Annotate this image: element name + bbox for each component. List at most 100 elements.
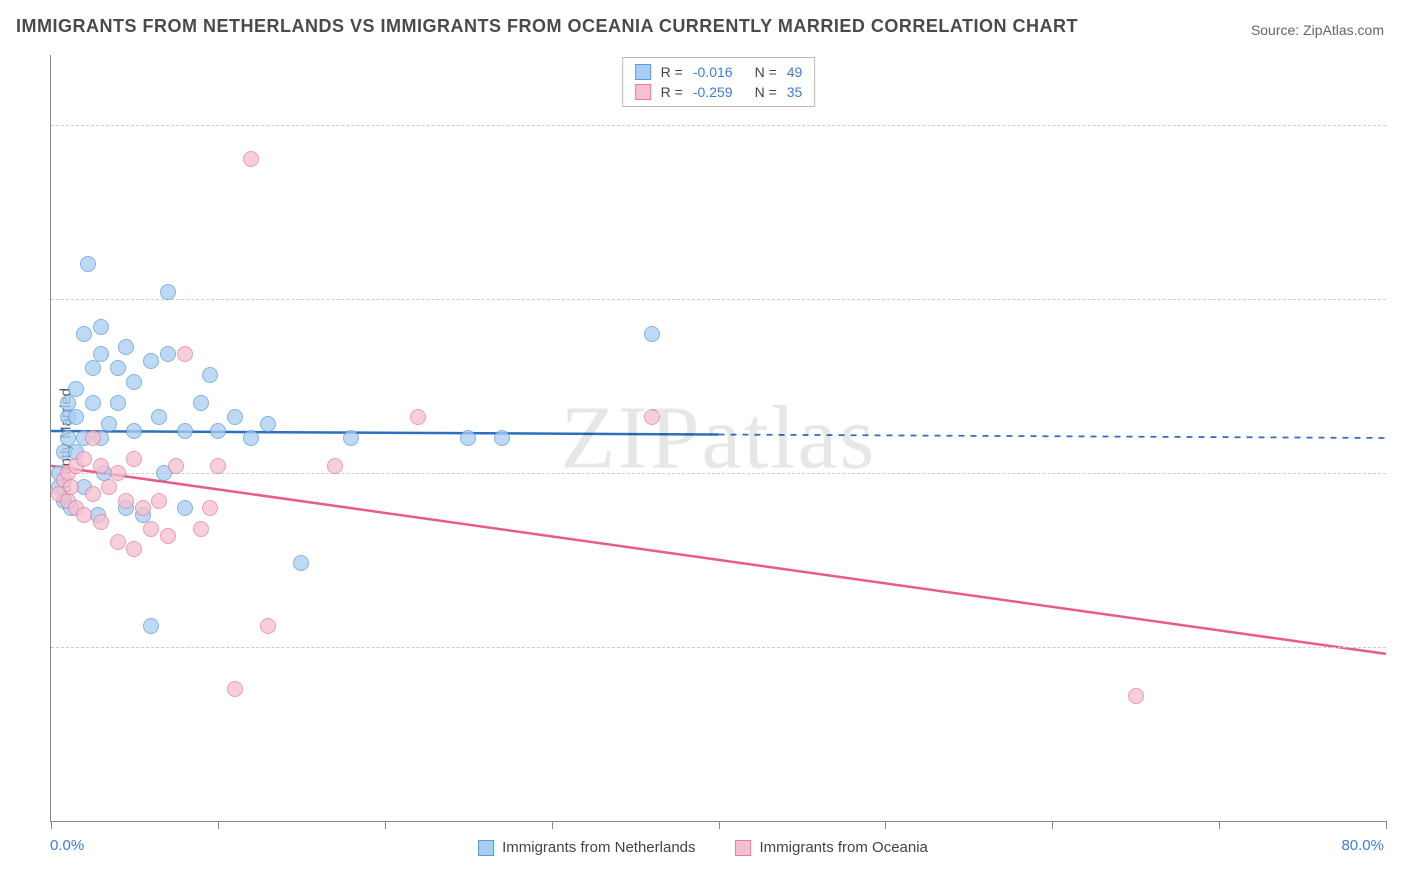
data-point (110, 395, 126, 411)
data-point (85, 395, 101, 411)
data-point (210, 458, 226, 474)
legend-swatch (635, 64, 651, 80)
legend-r-value: -0.259 (693, 84, 733, 100)
data-point (93, 346, 109, 362)
data-point (243, 430, 259, 446)
chart-plot-area: ZIPatlas R = -0.016N = 49R = -0.259N = 3… (50, 55, 1386, 822)
data-point (151, 409, 167, 425)
data-point (293, 555, 309, 571)
grid-line (51, 473, 1386, 474)
data-point (135, 500, 151, 516)
grid-line (51, 647, 1386, 648)
data-point (63, 479, 79, 495)
data-point (101, 416, 117, 432)
trend-line (51, 431, 719, 434)
data-point (76, 451, 92, 467)
series-legend-item: Immigrants from Netherlands (478, 839, 695, 856)
data-point (644, 326, 660, 342)
data-point (1128, 688, 1144, 704)
grid-line (51, 299, 1386, 300)
data-point (494, 430, 510, 446)
data-point (327, 458, 343, 474)
data-point (85, 360, 101, 376)
legend-r-label: R = (661, 84, 683, 100)
data-point (202, 367, 218, 383)
series-legend-item: Immigrants from Oceania (736, 839, 928, 856)
y-tick-label: 25.0% (1396, 638, 1406, 655)
data-point (93, 514, 109, 530)
data-point (160, 528, 176, 544)
data-point (93, 319, 109, 335)
x-tick (1219, 821, 1220, 829)
data-point (126, 374, 142, 390)
data-point (85, 486, 101, 502)
data-point (410, 409, 426, 425)
x-tick (1052, 821, 1053, 829)
y-tick-label: 75.0% (1396, 290, 1406, 307)
legend-r-label: R = (661, 64, 683, 80)
data-point (118, 339, 134, 355)
data-point (110, 360, 126, 376)
data-point (126, 541, 142, 557)
source-label: Source: ZipAtlas.com (1251, 22, 1384, 38)
data-point (143, 618, 159, 634)
data-point (160, 284, 176, 300)
trend-line-extrapolated (719, 435, 1387, 438)
data-point (80, 256, 96, 272)
x-tick (385, 821, 386, 829)
x-max-label: 80.0% (1341, 837, 1384, 854)
data-point (110, 534, 126, 550)
legend-n-value: 49 (787, 64, 803, 80)
data-point (227, 409, 243, 425)
data-point (143, 353, 159, 369)
trend-line (51, 466, 1386, 654)
legend-n-label: N = (755, 64, 777, 80)
data-point (343, 430, 359, 446)
x-tick (218, 821, 219, 829)
x-min-label: 0.0% (50, 837, 84, 854)
legend-n-label: N = (755, 84, 777, 100)
data-point (126, 423, 142, 439)
legend-r-value: -0.016 (693, 64, 733, 80)
data-point (460, 430, 476, 446)
y-tick-label: 50.0% (1396, 464, 1406, 481)
x-tick (552, 821, 553, 829)
data-point (202, 500, 218, 516)
data-point (260, 416, 276, 432)
data-point (644, 409, 660, 425)
legend-swatch (478, 840, 494, 856)
data-point (93, 458, 109, 474)
data-point (177, 346, 193, 362)
data-point (177, 500, 193, 516)
data-point (126, 451, 142, 467)
data-point (210, 423, 226, 439)
data-point (260, 618, 276, 634)
legend-row: R = -0.259 N = 35 (635, 82, 803, 102)
data-point (118, 493, 134, 509)
data-point (85, 430, 101, 446)
data-point (76, 507, 92, 523)
x-tick (719, 821, 720, 829)
x-tick (885, 821, 886, 829)
x-tick (51, 821, 52, 829)
chart-title: IMMIGRANTS FROM NETHERLANDS VS IMMIGRANT… (16, 16, 1078, 37)
data-point (151, 493, 167, 509)
legend-n-value: 35 (787, 84, 803, 100)
data-point (110, 465, 126, 481)
data-point (76, 326, 92, 342)
legend-row: R = -0.016 N = 49 (635, 62, 803, 82)
data-point (101, 479, 117, 495)
legend-swatch (635, 84, 651, 100)
data-point (193, 395, 209, 411)
x-tick (1386, 821, 1387, 829)
series-name: Immigrants from Netherlands (502, 839, 695, 856)
legend-swatch (736, 840, 752, 856)
data-point (177, 423, 193, 439)
series-legend: Immigrants from Netherlands Immigrants fr… (478, 839, 928, 856)
data-point (68, 381, 84, 397)
data-point (160, 346, 176, 362)
data-point (227, 681, 243, 697)
grid-line (51, 125, 1386, 126)
data-point (168, 458, 184, 474)
correlation-legend: R = -0.016 N = 49 R = -0.259 N = 35 (622, 57, 816, 107)
